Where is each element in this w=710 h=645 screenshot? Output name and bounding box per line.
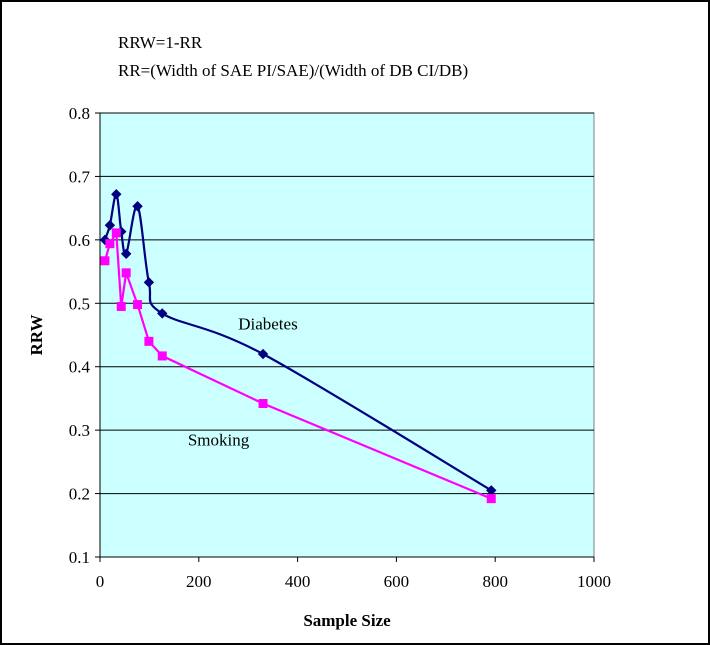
series-line-smoking bbox=[103, 229, 492, 500]
plot-area bbox=[99, 112, 595, 558]
y-tick-label: 0.8 bbox=[69, 104, 90, 123]
point-smoking bbox=[100, 256, 110, 266]
y-tick-label: 0.4 bbox=[69, 358, 91, 377]
y-tick-label: 0.3 bbox=[69, 421, 90, 440]
point-diabetes bbox=[111, 188, 122, 200]
x-tick-label: 1000 bbox=[577, 572, 611, 591]
series-label-smoking: Smoking bbox=[188, 431, 250, 450]
point-smoking bbox=[157, 351, 167, 361]
point-diabetes bbox=[143, 277, 155, 288]
point-smoking bbox=[133, 300, 143, 310]
point-smoking bbox=[105, 239, 115, 249]
note-rrw-definition: RRW=1-RR bbox=[118, 33, 203, 52]
point-diabetes bbox=[257, 348, 269, 360]
point-diabetes bbox=[104, 220, 116, 231]
y-axis-label: RRW bbox=[27, 315, 46, 356]
point-smoking bbox=[144, 336, 154, 346]
y-tick-label: 0.7 bbox=[69, 167, 91, 186]
x-tick-label: 200 bbox=[186, 572, 212, 591]
y-tick-label: 0.6 bbox=[69, 231, 90, 250]
y-tick-label: 0.2 bbox=[69, 485, 90, 504]
series-layer bbox=[99, 188, 497, 504]
point-smoking bbox=[121, 268, 131, 278]
point-smoking bbox=[258, 399, 268, 409]
point-smoking bbox=[486, 494, 496, 504]
axis-ticks: 0.1 0.2 0.3 0.4 0.5 0.6 0.7 0.8 0 200 400 600 800 100… bbox=[69, 104, 611, 591]
y-tick-label: 0.1 bbox=[69, 548, 90, 567]
series-label-diabetes: Diabetes bbox=[238, 315, 297, 334]
point-diabetes bbox=[120, 248, 132, 260]
x-tick-label: 600 bbox=[384, 572, 410, 591]
x-tick-label: 400 bbox=[285, 572, 311, 591]
point-diabetes bbox=[132, 201, 143, 212]
point-smoking bbox=[111, 228, 121, 238]
note-rr-definition: RR=(Width of SAE PI/SAE)/(Width of DB CI… bbox=[118, 61, 468, 80]
x-axis-label: Sample Size bbox=[303, 611, 391, 630]
x-tick-label: 0 bbox=[96, 572, 105, 591]
y-tick-label: 0.5 bbox=[69, 294, 90, 313]
point-smoking bbox=[116, 301, 126, 311]
x-tick-label: 800 bbox=[482, 572, 508, 591]
point-diabetes bbox=[157, 308, 168, 319]
gridlines bbox=[100, 112, 594, 495]
